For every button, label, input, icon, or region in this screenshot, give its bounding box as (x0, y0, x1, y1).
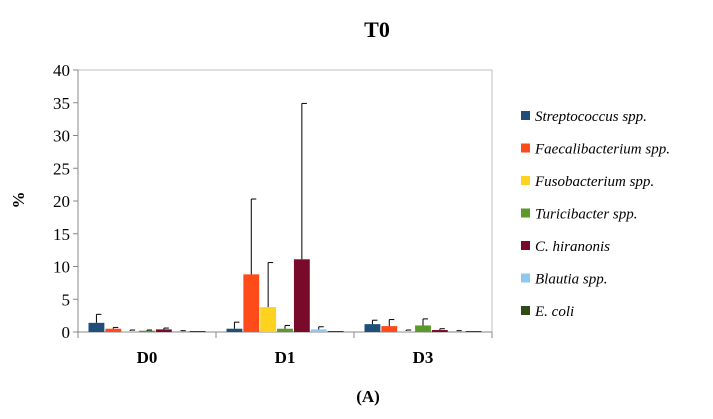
legend-swatch (521, 143, 530, 153)
y-tick-label: 0 (62, 323, 71, 342)
x-tick-label: D1 (275, 348, 296, 367)
bar (122, 331, 139, 332)
legend-entry: Streptococcus spp. (535, 109, 647, 125)
bar (243, 274, 260, 332)
bar (226, 328, 243, 332)
legend-swatch (521, 241, 530, 250)
bar (189, 331, 206, 332)
y-tick-label: 30 (53, 127, 70, 146)
panel-label: (A) (356, 387, 380, 406)
bar (431, 330, 448, 332)
bar (105, 328, 122, 332)
bar (88, 322, 105, 332)
legend-entry: Turicibacter spp. (535, 207, 638, 223)
legend-entry: E. coli (534, 304, 574, 320)
y-axis-label: % (9, 192, 28, 209)
legend-entry: Fusobacterium spp. (534, 174, 654, 190)
bar (364, 324, 381, 332)
bar (448, 331, 465, 332)
legend-swatch (521, 176, 530, 185)
bar (415, 325, 431, 332)
x-tick-label: D3 (413, 348, 434, 367)
bar (465, 331, 482, 332)
bar (172, 331, 189, 332)
legend-swatch (521, 306, 530, 315)
bar (327, 331, 344, 332)
y-tick-label: 5 (62, 290, 71, 309)
legend-swatch (521, 208, 530, 218)
x-tick-label: D0 (137, 348, 158, 367)
bar (310, 329, 327, 332)
plot-frame (77, 69, 493, 333)
legend-entry: Faecalibacterium spp. (534, 142, 670, 158)
bar (381, 326, 398, 332)
y-tick-label: 10 (53, 258, 70, 277)
plot-area: 0 5 10 15 20 25 30 35 40 D0 D1 D3 (53, 61, 493, 367)
legend: Streptococcus spp. Faecalibacterium spp. F… (521, 109, 670, 320)
bar (277, 328, 293, 332)
bar (260, 307, 277, 332)
bar (155, 329, 172, 332)
bar (293, 259, 310, 332)
legend-swatch (521, 273, 530, 283)
y-tick-label: 35 (53, 94, 70, 113)
bar (398, 331, 415, 332)
chart-title: T0 (364, 17, 390, 42)
legend-swatch (521, 111, 530, 120)
bar (139, 330, 155, 332)
y-tick-label: 25 (53, 159, 70, 178)
y-tick-label: 40 (53, 61, 70, 80)
legend-entry: C. hiranonis (535, 239, 610, 255)
y-tick-label: 15 (53, 225, 70, 244)
y-tick-label: 20 (53, 192, 70, 211)
legend-entry: Blautia spp. (535, 272, 608, 288)
